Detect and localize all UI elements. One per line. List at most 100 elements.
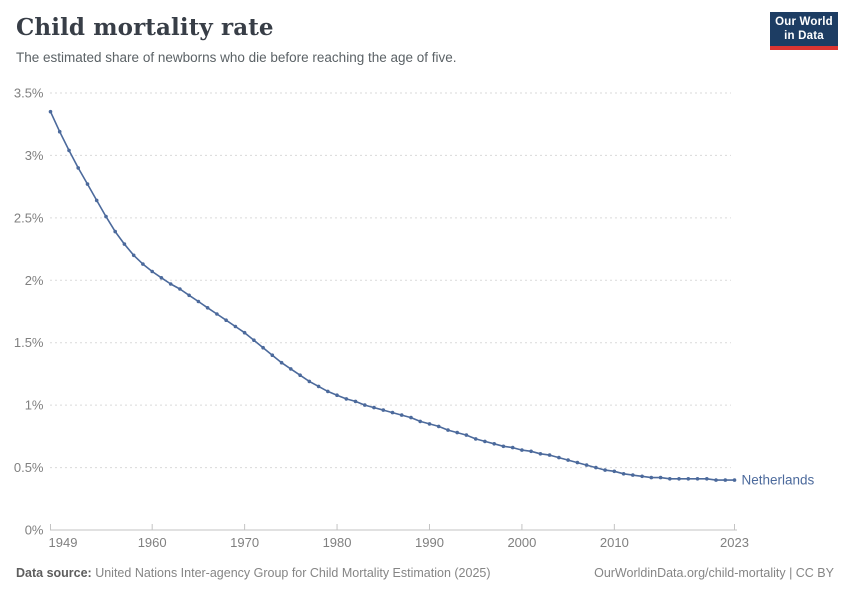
data-point[interactable] bbox=[529, 449, 533, 454]
data-point[interactable] bbox=[483, 439, 487, 444]
data-point[interactable] bbox=[547, 453, 552, 457]
data-point[interactable] bbox=[473, 437, 478, 441]
data-point[interactable] bbox=[621, 472, 626, 476]
x-axis-tick-label: 2023 bbox=[720, 535, 749, 550]
data-point[interactable] bbox=[501, 444, 506, 449]
y-axis-tick-label: 3% bbox=[25, 148, 44, 163]
data-point[interactable] bbox=[686, 477, 691, 481]
x-axis-tick-label: 1980 bbox=[323, 535, 352, 550]
data-point[interactable] bbox=[658, 475, 663, 480]
x-axis-tick-label: 2010 bbox=[600, 535, 629, 550]
data-point[interactable] bbox=[668, 477, 672, 481]
series-label-netherlands[interactable]: Netherlands bbox=[742, 473, 815, 488]
data-point[interactable] bbox=[289, 367, 293, 371]
data-point[interactable] bbox=[446, 428, 450, 432]
data-point[interactable] bbox=[76, 166, 80, 170]
owid-logo-line2: in Data bbox=[784, 29, 824, 42]
data-point[interactable] bbox=[455, 430, 460, 435]
data-point[interactable] bbox=[705, 477, 709, 481]
data-point[interactable] bbox=[390, 410, 395, 415]
data-point[interactable] bbox=[57, 129, 62, 134]
data-point[interactable] bbox=[344, 397, 349, 401]
data-point[interactable] bbox=[261, 345, 265, 350]
owid-logo[interactable]: Our World in Data bbox=[770, 12, 838, 50]
x-axis-tick-label: 1949 bbox=[49, 535, 78, 550]
data-point[interactable] bbox=[418, 419, 423, 424]
data-point[interactable] bbox=[335, 393, 339, 398]
data-point[interactable] bbox=[298, 373, 302, 378]
x-axis-tick-label: 1990 bbox=[415, 535, 444, 550]
data-point[interactable] bbox=[178, 287, 182, 291]
data-point[interactable] bbox=[427, 422, 432, 426]
data-point[interactable] bbox=[279, 360, 284, 365]
trend-line bbox=[49, 110, 736, 481]
data-point[interactable] bbox=[122, 242, 127, 246]
data-point[interactable] bbox=[575, 460, 580, 465]
data-point[interactable] bbox=[723, 478, 728, 482]
data-point[interactable] bbox=[242, 330, 247, 335]
data-point[interactable] bbox=[104, 214, 108, 219]
data-point[interactable] bbox=[631, 473, 635, 477]
data-point[interactable] bbox=[538, 452, 543, 456]
data-point[interactable] bbox=[85, 182, 90, 186]
x-axis-tick-label: 1960 bbox=[138, 535, 167, 550]
data-point[interactable] bbox=[353, 399, 358, 404]
data-point[interactable] bbox=[307, 379, 312, 384]
x-axis-tick-label: 2000 bbox=[507, 535, 536, 550]
data-point[interactable] bbox=[640, 474, 644, 479]
y-axis-tick-label: 2% bbox=[25, 273, 44, 288]
data-point[interactable] bbox=[270, 353, 275, 358]
data-point[interactable] bbox=[381, 408, 386, 412]
data-point[interactable] bbox=[649, 475, 654, 480]
data-point[interactable] bbox=[363, 403, 367, 407]
data-point[interactable] bbox=[677, 477, 681, 481]
data-point[interactable] bbox=[131, 253, 136, 258]
data-point[interactable] bbox=[187, 293, 191, 298]
data-point[interactable] bbox=[233, 324, 238, 329]
data-point[interactable] bbox=[510, 445, 515, 450]
data-source-text: United Nations Inter-agency Group for Ch… bbox=[91, 566, 491, 580]
data-point[interactable] bbox=[732, 478, 737, 482]
data-point[interactable] bbox=[224, 318, 228, 323]
data-point[interactable] bbox=[141, 262, 145, 266]
data-point[interactable] bbox=[205, 306, 210, 310]
data-point[interactable] bbox=[695, 477, 700, 481]
data-point[interactable] bbox=[492, 442, 497, 446]
data-point[interactable] bbox=[399, 413, 404, 417]
data-point[interactable] bbox=[150, 269, 154, 274]
data-point[interactable] bbox=[584, 463, 589, 467]
credit-link[interactable]: OurWorldinData.org/child-mortality | CC … bbox=[594, 566, 834, 580]
data-point[interactable] bbox=[252, 338, 256, 343]
data-point[interactable] bbox=[196, 299, 201, 304]
data-point[interactable] bbox=[612, 469, 617, 474]
data-point[interactable] bbox=[464, 433, 469, 437]
y-axis-tick-label: 1.5% bbox=[14, 335, 44, 350]
data-point[interactable] bbox=[520, 448, 524, 452]
data-point[interactable] bbox=[316, 384, 321, 389]
chart-subtitle: The estimated share of newborns who die … bbox=[16, 50, 457, 65]
data-point[interactable] bbox=[168, 282, 173, 286]
data-point[interactable] bbox=[436, 424, 441, 429]
y-axis-tick-label: 0% bbox=[25, 523, 44, 538]
data-point[interactable] bbox=[113, 229, 117, 234]
data-point[interactable] bbox=[326, 389, 330, 394]
y-axis-tick-label: 0.5% bbox=[14, 460, 44, 475]
data-point[interactable] bbox=[714, 478, 718, 482]
y-axis-tick-label: 1% bbox=[25, 398, 44, 413]
data-point[interactable] bbox=[603, 468, 607, 472]
data-point[interactable] bbox=[409, 415, 413, 420]
data-point[interactable] bbox=[215, 312, 219, 316]
data-point[interactable] bbox=[557, 455, 561, 460]
data-point[interactable] bbox=[67, 148, 71, 153]
data-point[interactable] bbox=[94, 198, 99, 203]
data-point[interactable] bbox=[566, 458, 570, 462]
data-point[interactable] bbox=[594, 465, 598, 470]
owid-logo-line1: Our World bbox=[775, 16, 833, 28]
data-point[interactable] bbox=[372, 405, 376, 410]
data-point[interactable] bbox=[48, 109, 53, 114]
y-axis-tick-label: 3.5% bbox=[14, 86, 44, 101]
y-axis-tick-label: 2.5% bbox=[14, 210, 44, 225]
data-point[interactable] bbox=[159, 276, 164, 280]
